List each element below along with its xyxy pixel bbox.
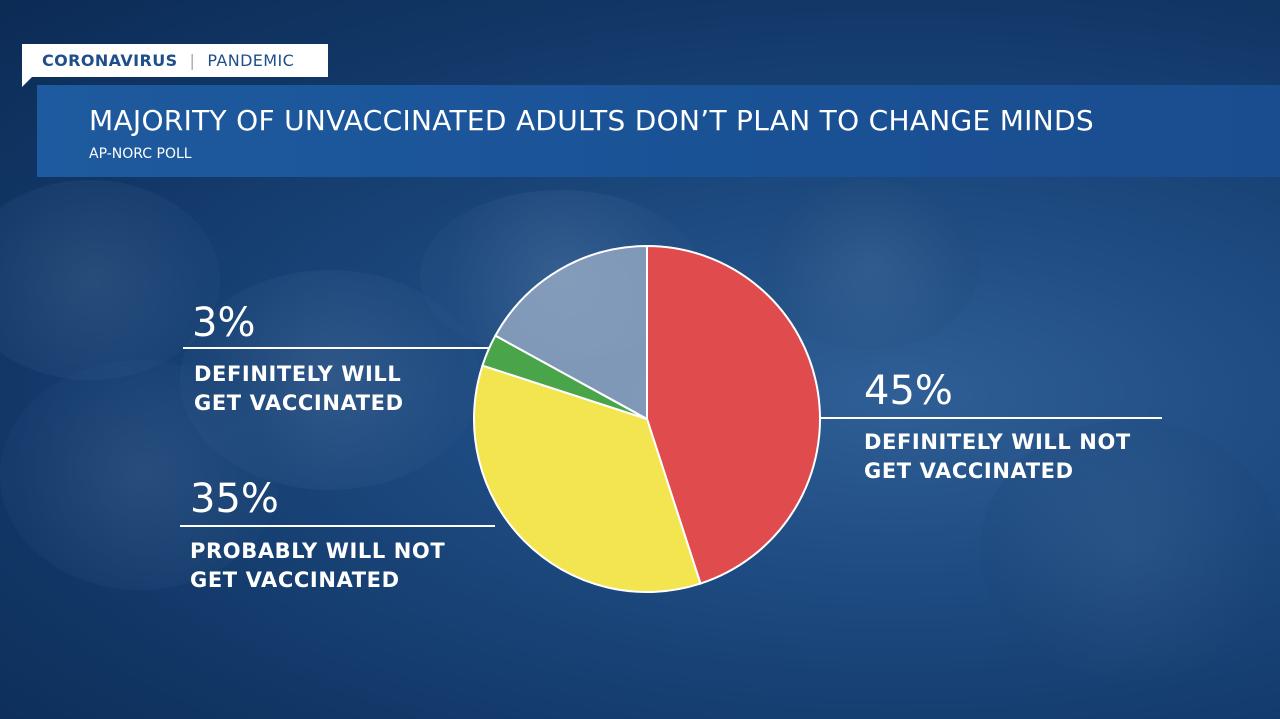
pie-slice-probably-will-not xyxy=(473,364,702,593)
background-vial xyxy=(980,420,1280,680)
background-vial xyxy=(0,180,220,380)
tag-separator: | xyxy=(189,51,196,70)
slice-label-definitely-will-not-line2: GET VACCINATED xyxy=(864,459,1074,483)
background-vial xyxy=(180,270,480,490)
slice-value-definitely-will-not: 45% xyxy=(864,368,953,414)
pie-slice-definitely-will-not xyxy=(646,244,821,585)
slice-label-definitely-will-line2: GET VACCINATED xyxy=(194,391,404,415)
pie-slice-remainder xyxy=(494,244,648,421)
background-vial xyxy=(760,180,980,350)
slice-value-definitely-will: 3% xyxy=(192,300,255,346)
tag-pandemic: PANDEMIC xyxy=(207,51,295,70)
tag-notch xyxy=(22,77,32,87)
slice-value-probably-will-not: 35% xyxy=(190,476,279,522)
slice-label-probably-will-not-line2: GET VACCINATED xyxy=(190,568,400,592)
slice-label-definitely-will-not-line1: DEFINITELY WILL NOT xyxy=(864,430,1131,454)
pie-slices xyxy=(473,244,821,593)
slice-label-probably-will-not-line1: PROBABLY WILL NOT xyxy=(190,539,445,563)
background-vial xyxy=(0,360,280,590)
tag-coronavirus: CORONAVIRUS xyxy=(42,51,178,70)
title-banner: MAJORITY OF UNVACCINATED ADULTS DON’T PL… xyxy=(37,85,1280,177)
slice-label-definitely-will-line1: DEFINITELY WILL xyxy=(194,362,401,386)
category-tag: CORONAVIRUS | PANDEMIC xyxy=(22,44,328,77)
chart-title: MAJORITY OF UNVACCINATED ADULTS DON’T PL… xyxy=(89,104,1094,137)
chart-subtitle: AP-NORC POLL xyxy=(89,146,192,162)
